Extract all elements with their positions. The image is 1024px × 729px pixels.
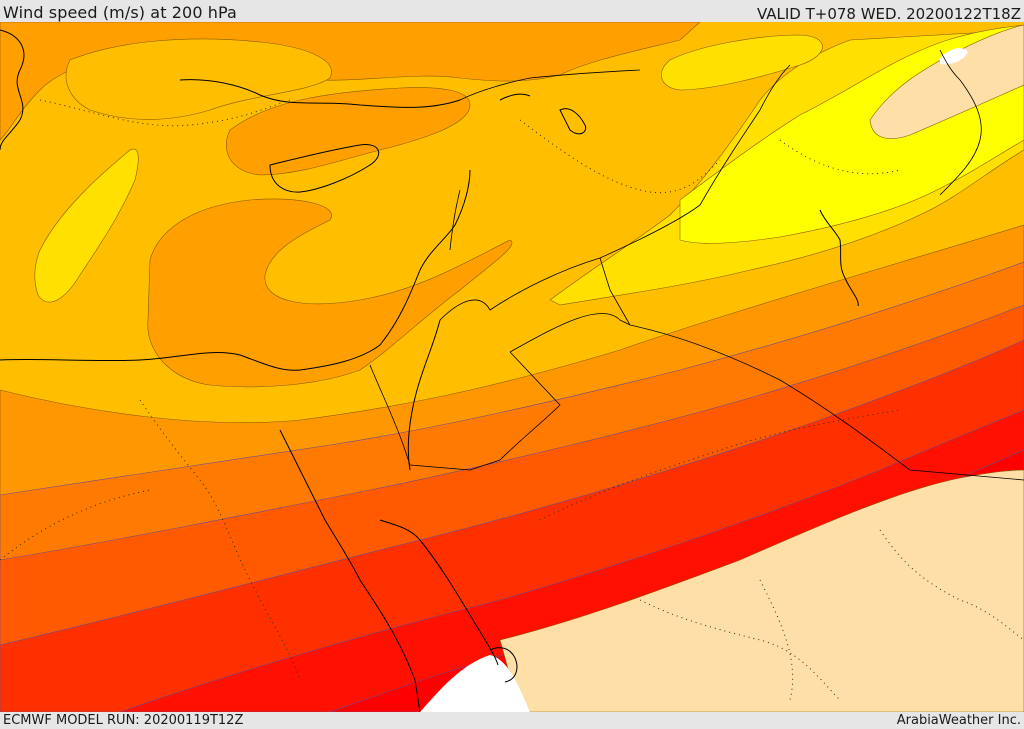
wind-speed-map bbox=[0, 22, 1024, 712]
patch-orange-anatolia bbox=[225, 87, 471, 176]
valid-time: VALID T+078 WED. 20200122T18Z bbox=[756, 5, 1021, 23]
pale-region-south bbox=[499, 469, 1024, 712]
patch-gold-northeast bbox=[661, 34, 823, 91]
map-title: Wind speed (m/s) at 200 hPa bbox=[3, 3, 237, 22]
coastlines bbox=[0, 29, 859, 712]
patch-gold-west bbox=[34, 148, 139, 303]
white-land-south bbox=[420, 655, 530, 712]
map-header: Wind speed (m/s) at 200 hPa VALID T+078 … bbox=[0, 0, 1024, 23]
model-run: ECMWF MODEL RUN: 20200119T12Z bbox=[3, 713, 244, 728]
patch-amber-north bbox=[65, 38, 332, 120]
map-footer: ECMWF MODEL RUN: 20200119T12Z ArabiaWeat… bbox=[0, 712, 1024, 729]
subnational-borders bbox=[0, 99, 1024, 701]
white-land-northeast bbox=[940, 48, 968, 65]
borders bbox=[369, 49, 1024, 481]
pale-region-northeast bbox=[869, 24, 1024, 139]
credit: ArabiaWeather Inc. bbox=[896, 713, 1021, 728]
patch-orange-center bbox=[147, 198, 513, 388]
